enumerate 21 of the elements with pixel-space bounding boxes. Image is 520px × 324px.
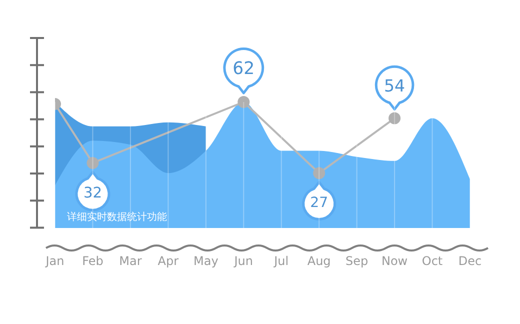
- x-tick-label: Jan: [44, 254, 64, 268]
- annotation: 详细实时数据统计功能: [67, 211, 167, 223]
- x-tick-label: Sep: [346, 254, 368, 268]
- x-tick-label: Jul: [273, 254, 289, 268]
- point: [313, 167, 326, 180]
- x-tick-label: Feb: [82, 254, 104, 268]
- data-label: 62: [232, 58, 255, 79]
- x-tick-label: May: [194, 254, 218, 268]
- data-label: 32: [83, 184, 102, 202]
- x-tick-label: Aug: [307, 254, 331, 268]
- point: [86, 156, 99, 169]
- x-tick-label: Oct: [422, 254, 443, 268]
- x-tick-label: Jun: [233, 254, 254, 268]
- data-label: 54: [384, 76, 406, 96]
- point: [238, 96, 250, 108]
- point: [388, 112, 401, 124]
- x-tick-label: Apr: [158, 254, 179, 268]
- x-tick-label: Mar: [119, 254, 142, 268]
- x-tick-label: Dec: [458, 254, 482, 268]
- x-tick-label: Now: [381, 254, 408, 268]
- data-label: 27: [310, 194, 328, 211]
